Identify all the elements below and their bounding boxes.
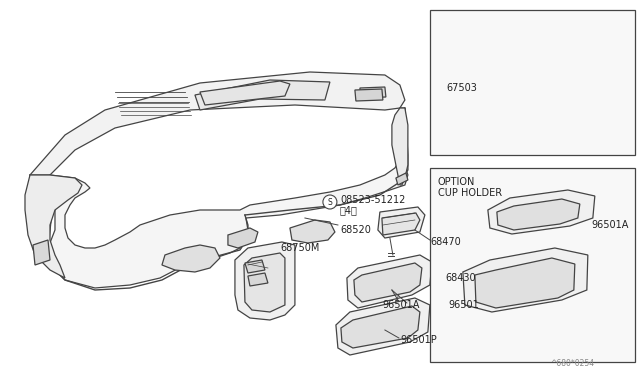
Polygon shape: [360, 87, 386, 98]
Polygon shape: [195, 80, 330, 110]
Text: 68430: 68430: [445, 273, 476, 283]
Polygon shape: [475, 258, 575, 308]
Bar: [430, 10, 635, 155]
Polygon shape: [463, 248, 588, 312]
Polygon shape: [378, 207, 425, 238]
Text: ^680*0254: ^680*0254: [550, 359, 594, 368]
Polygon shape: [235, 242, 295, 320]
Polygon shape: [162, 245, 220, 272]
Polygon shape: [382, 213, 420, 235]
Polygon shape: [245, 260, 265, 273]
Polygon shape: [248, 273, 268, 286]
Text: 96501P: 96501P: [400, 335, 436, 345]
Polygon shape: [228, 228, 258, 248]
Polygon shape: [200, 81, 290, 105]
Text: OPTION: OPTION: [438, 177, 476, 187]
Polygon shape: [497, 199, 580, 230]
Text: 96501A: 96501A: [382, 300, 419, 310]
Text: 08523-51212: 08523-51212: [340, 195, 405, 205]
Text: 67503: 67503: [446, 83, 477, 93]
Polygon shape: [347, 255, 432, 308]
Polygon shape: [244, 253, 285, 312]
Text: （4）: （4）: [340, 205, 358, 215]
Polygon shape: [355, 89, 383, 101]
Text: S: S: [328, 198, 332, 206]
Polygon shape: [396, 173, 408, 185]
Polygon shape: [30, 108, 408, 288]
Polygon shape: [30, 72, 405, 190]
Text: 68750M: 68750M: [280, 243, 319, 253]
Text: 96501: 96501: [448, 300, 479, 310]
Text: 68520: 68520: [340, 225, 371, 235]
Polygon shape: [392, 108, 408, 185]
Polygon shape: [25, 175, 82, 278]
Text: CUP HOLDER: CUP HOLDER: [438, 188, 502, 198]
Bar: [430, 168, 635, 362]
Polygon shape: [290, 220, 335, 243]
Text: 68470: 68470: [430, 237, 461, 247]
Polygon shape: [33, 240, 50, 265]
Polygon shape: [508, 35, 618, 128]
Circle shape: [323, 195, 337, 209]
Polygon shape: [488, 190, 595, 234]
Polygon shape: [354, 263, 422, 302]
Text: 96501A: 96501A: [592, 220, 629, 230]
Polygon shape: [341, 306, 420, 348]
Polygon shape: [336, 298, 430, 355]
